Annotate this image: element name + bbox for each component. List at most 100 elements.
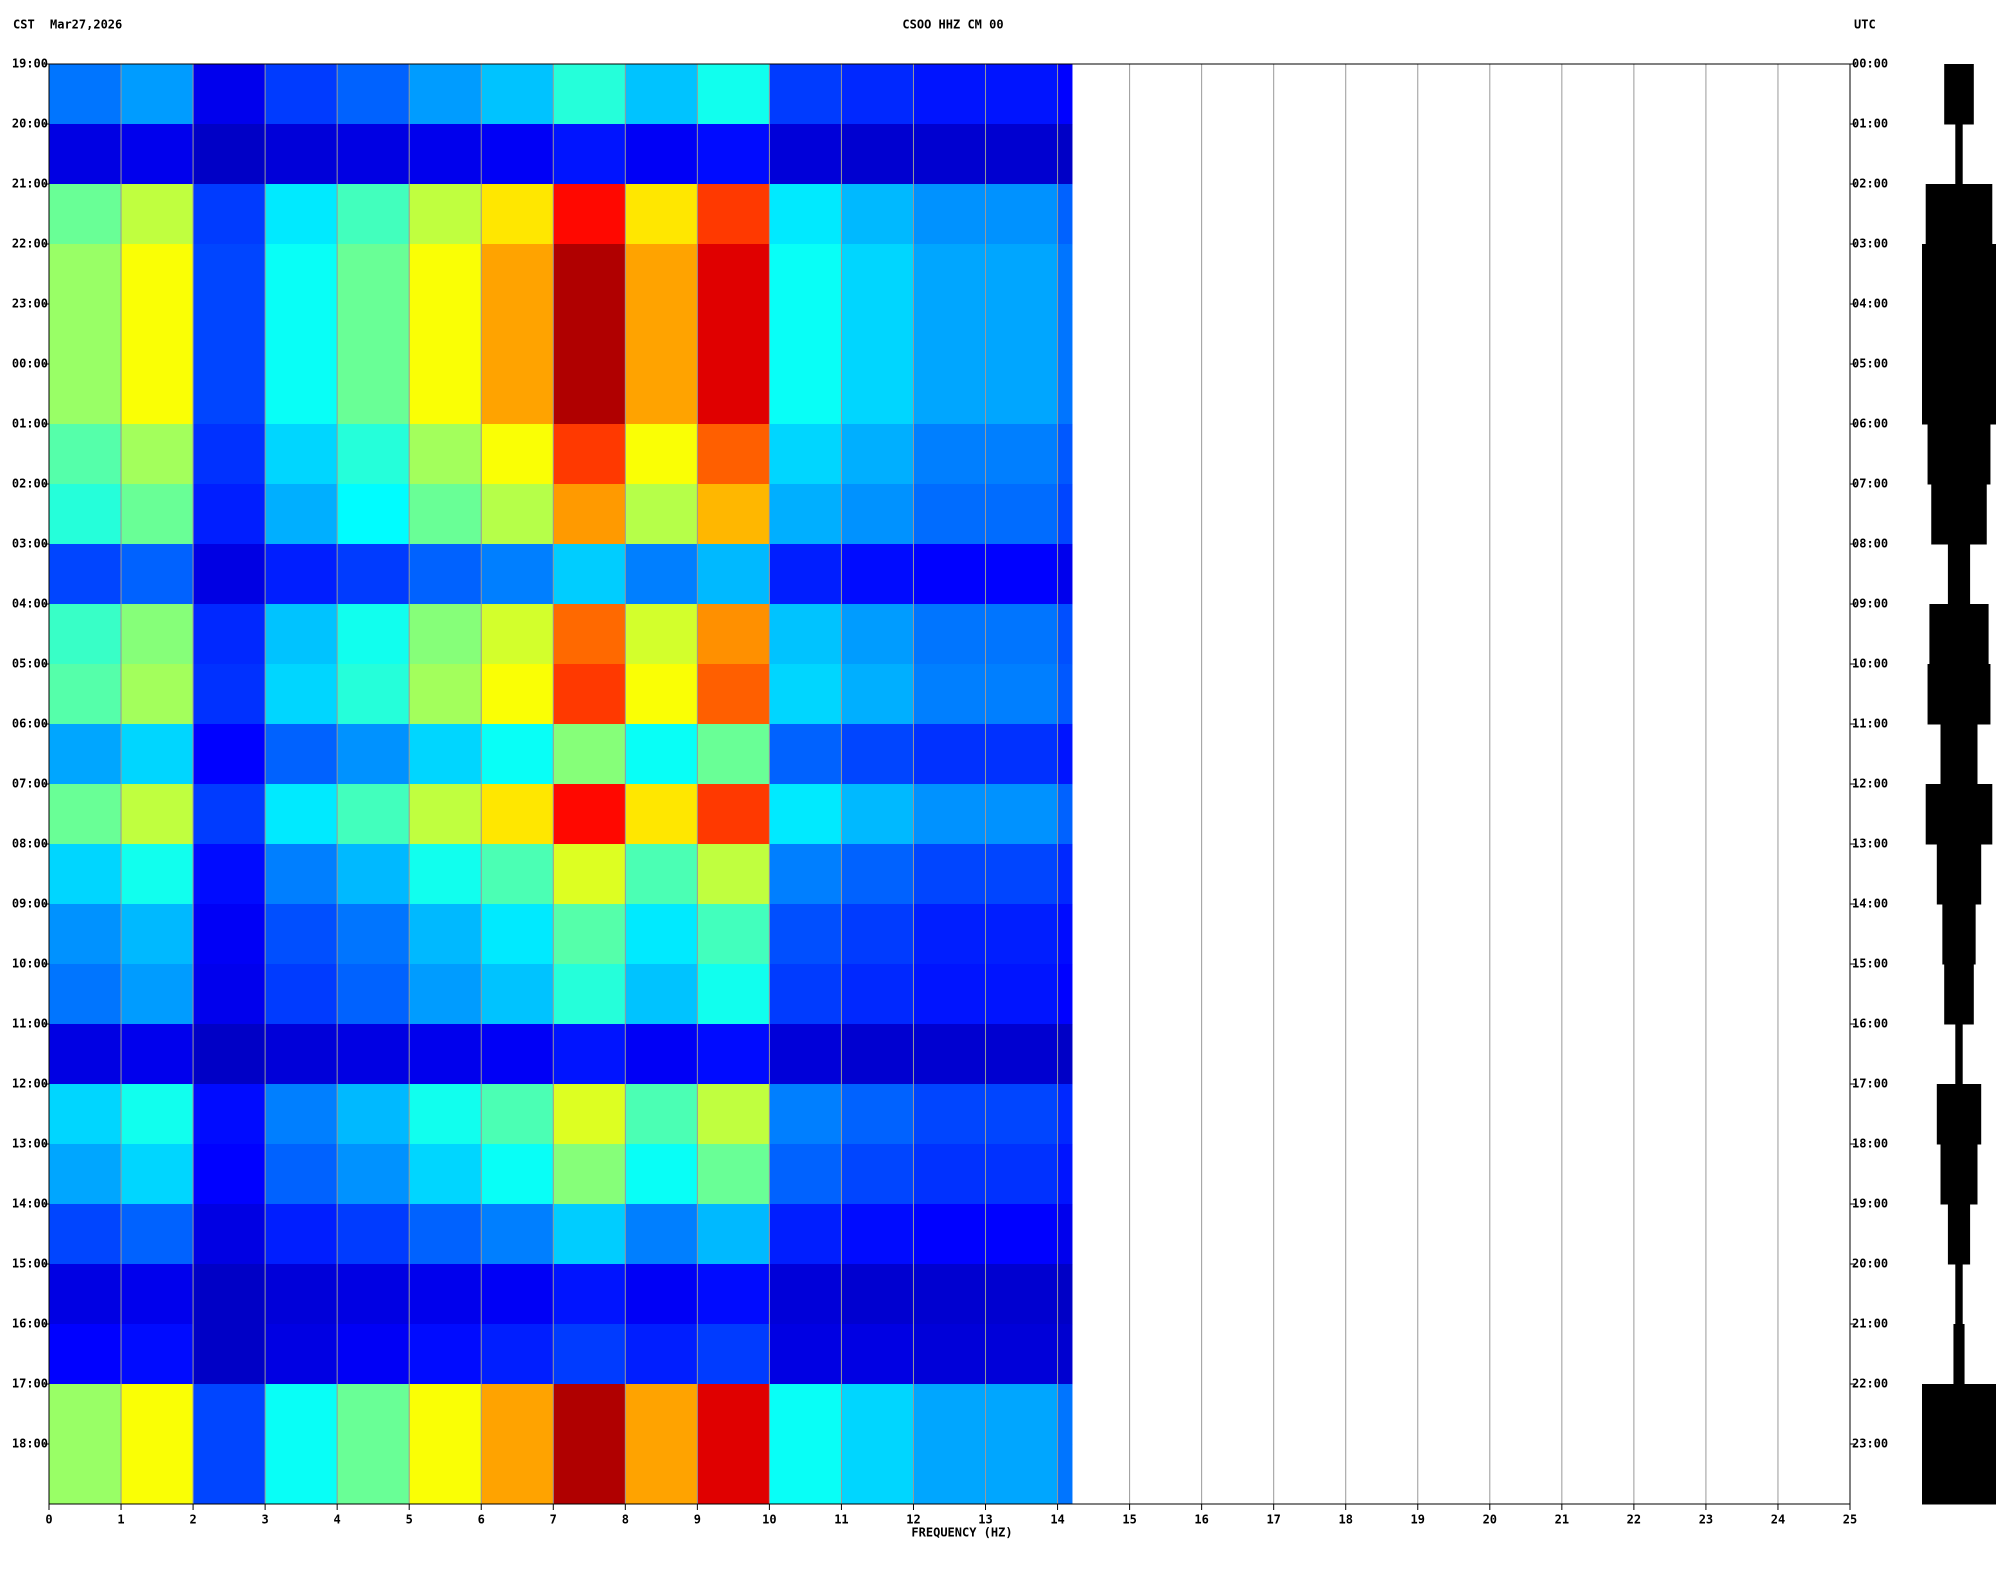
heat-cell [769,1264,842,1325]
seismogram-segment [1927,664,1991,725]
y2-tick-label: 23:00 [1852,1437,1888,1451]
heat-cell [409,784,482,845]
heat-cell [193,544,266,605]
y-tick-label: 17:00 [12,1377,48,1391]
x-tick-label: 23 [1699,1513,1713,1527]
x-tick-label: 19 [1411,1513,1425,1527]
y2-tick-label: 22:00 [1852,1377,1888,1391]
heat-cell [769,1324,842,1385]
heat-cell [1057,1384,1073,1445]
heat-cell [841,904,914,965]
heat-cell [841,1084,914,1145]
x-tick-label: 4 [334,1513,341,1527]
heat-cell [481,364,554,425]
heat-cell [697,844,770,905]
date: Mar27,2026 [50,18,122,32]
heat-cell [985,1324,1059,1385]
heat-cell [985,484,1059,545]
heat-cell [985,724,1059,785]
heat-cell [409,1024,482,1085]
heat-cell [769,724,842,785]
y2-tick-label: 09:00 [1852,597,1888,611]
heat-cell [769,1444,842,1505]
heat-cell [193,304,266,365]
y2-tick-label: 07:00 [1852,477,1888,491]
heat-cell [625,304,698,365]
heat-cell [697,604,770,665]
heat-cell [913,1084,987,1145]
heat-cell [913,124,987,185]
heat-cell [553,1264,626,1325]
heat-cell [409,964,482,1025]
heat-cell [265,1024,338,1085]
heat-cell [769,244,842,305]
heat-cell [481,1444,554,1505]
seismogram-segment [1936,844,1982,905]
heat-cell [337,964,410,1025]
seismogram-segment [1925,184,1993,245]
heat-cell [913,1264,987,1325]
heat-cell [265,1324,338,1385]
heat-cell [913,1324,987,1385]
heat-cell [697,184,770,245]
x-tick-label: 14 [1050,1513,1064,1527]
heat-cell [697,304,770,365]
heat-cell [985,424,1059,485]
heat-cell [193,964,266,1025]
heat-cell [841,184,914,245]
heat-cell [193,484,266,545]
heat-cell [841,964,914,1025]
x-tick-label: 10 [762,1513,776,1527]
heat-cell [1057,1204,1073,1265]
heat-cell [121,424,194,485]
heat-cell [913,364,987,425]
seismogram-segment [1922,364,1996,425]
heat-cell [985,124,1059,185]
heat-cell [481,664,554,725]
y-tick-label: 15:00 [12,1257,48,1271]
heat-cell [193,1444,266,1505]
heat-cell [481,1264,554,1325]
heat-cell [913,1384,987,1445]
heat-cell [625,1444,698,1505]
heat-cell [265,1384,338,1445]
heat-cell [193,1024,266,1085]
heat-cell [193,1144,266,1205]
heat-cell [337,664,410,725]
x-tick-label: 25 [1843,1513,1857,1527]
y-tick-label: 11:00 [12,1017,48,1031]
seismogram-segment [1936,1084,1982,1145]
x-tick-label: 9 [694,1513,701,1527]
heat-cell [985,1024,1059,1085]
heat-cell [121,1384,194,1445]
heat-cell [697,1264,770,1325]
heat-cell [841,544,914,605]
heat-cell [481,1024,554,1085]
y2-tick-label: 05:00 [1852,357,1888,371]
heat-cell [1057,64,1073,125]
x-tick-label: 15 [1122,1513,1136,1527]
heat-cell [985,184,1059,245]
heat-cell [409,484,482,545]
heat-cell [625,1384,698,1445]
heat-cell [337,304,410,365]
x-tick-label: 12 [906,1513,920,1527]
heat-cell [841,604,914,665]
heat-cell [697,424,770,485]
y-tick-label: 16:00 [12,1317,48,1331]
y2-tick-label: 02:00 [1852,177,1888,191]
heat-cell [265,604,338,665]
heat-cell [913,784,987,845]
heat-cell [49,664,122,725]
heat-cell [1057,184,1073,245]
heat-cell [769,544,842,605]
heat-cell [985,1144,1059,1205]
heat-cell [337,904,410,965]
heat-cell [481,604,554,665]
x-tick-label: 3 [262,1513,269,1527]
heat-cell [49,1204,122,1265]
heat-cell [625,544,698,605]
heat-cell [49,1264,122,1325]
heat-cell [985,304,1059,365]
x-tick-label: 1 [117,1513,124,1527]
